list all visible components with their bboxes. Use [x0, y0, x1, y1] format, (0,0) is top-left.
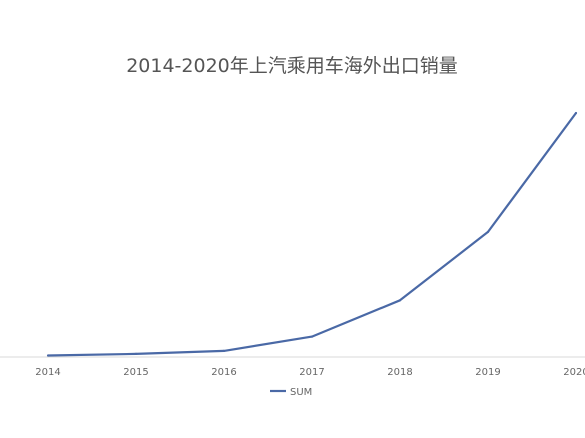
data-point-2018: [398, 299, 402, 302]
legend-label: SUM: [290, 387, 312, 398]
data-point-2015: [134, 352, 138, 355]
data-point-2016: [222, 349, 226, 352]
data-point-2019: [486, 230, 490, 233]
x-tick-label: 2019: [475, 367, 500, 378]
data-point-2020: [574, 111, 578, 115]
legend: SUM: [270, 387, 312, 398]
x-tick-label: 2016: [211, 367, 236, 378]
plot-area: 2014 2015 2016 2017 2018 2019 2020: [0, 111, 585, 378]
x-tick-label: 2018: [387, 367, 412, 378]
x-tick-label: 2014: [35, 367, 60, 378]
data-point-2014: [46, 354, 50, 357]
series-line-sum: [47, 112, 577, 357]
x-tick-label: 2020: [563, 367, 585, 378]
data-point-2017: [310, 335, 314, 338]
chart-title: 2014-2020年上汽乘用车海外出口销量: [126, 55, 458, 77]
x-tick-label: 2015: [123, 367, 148, 378]
x-tick-label: 2017: [299, 367, 324, 378]
